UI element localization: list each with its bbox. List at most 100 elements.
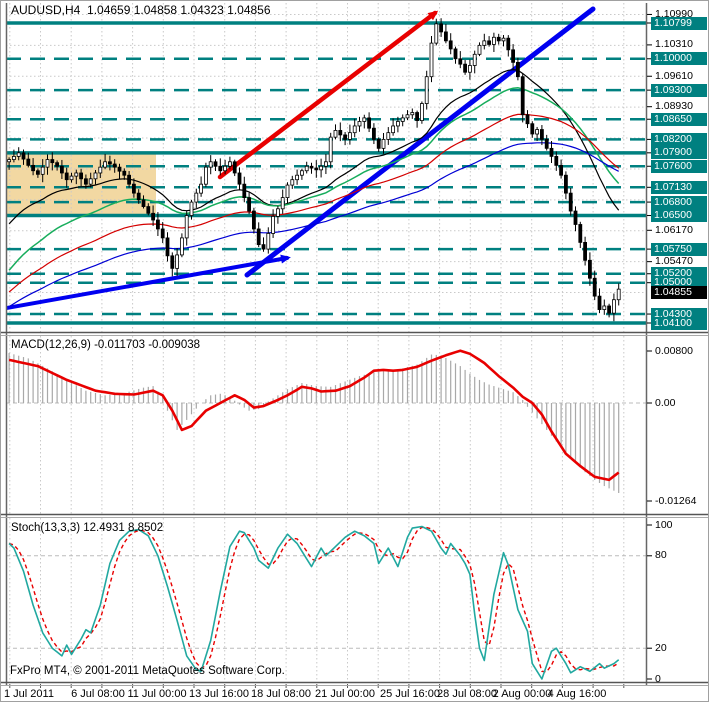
bull-candle-body	[93, 172, 98, 180]
stoch-k-line	[8, 525, 620, 680]
stoch-d-line	[8, 526, 620, 673]
bear-candle-body	[376, 138, 381, 149]
bull-candle-body	[184, 215, 189, 239]
bear-candle-body	[122, 170, 127, 176]
bear-candle-body	[141, 199, 146, 207]
bear-candle-body	[343, 134, 348, 140]
bull-candle-body	[381, 138, 386, 149]
bull-candle-body	[352, 125, 357, 134]
bull-candle-body	[271, 216, 276, 234]
bull-candle-body	[419, 103, 424, 121]
bear-candle-body	[549, 147, 554, 157]
bear-candle-body	[309, 165, 314, 169]
bull-candle-body	[501, 37, 506, 42]
stoch-panel-surface[interactable]	[6, 518, 646, 682]
bear-candle-body	[112, 163, 117, 168]
bull-candle-body	[482, 40, 487, 46]
shallow-blue-uptrend-trendline	[6, 256, 289, 311]
bear-candle-body	[487, 40, 492, 45]
macd-panel-surface[interactable]	[6, 336, 646, 514]
bear-candle-body	[568, 192, 573, 212]
bull-candle-body	[74, 172, 79, 177]
bull-candle-body	[535, 129, 539, 135]
bear-candle-body	[415, 112, 420, 121]
bull-candle-body	[290, 179, 295, 186]
bear-candle-body	[458, 58, 463, 65]
bear-candle-body	[232, 161, 237, 174]
bear-candle-body	[525, 114, 530, 125]
shallow-blue-uptrend-arrowhead	[280, 254, 291, 264]
bear-candle-body	[26, 158, 31, 166]
bear-candle-body	[371, 127, 376, 140]
bull-candle-body	[7, 159, 11, 163]
bull-candle-body	[323, 161, 328, 167]
bull-candle-body	[194, 192, 199, 203]
bull-candle-body	[208, 161, 213, 168]
bull-candle-body	[175, 254, 180, 269]
bull-candle-body	[386, 132, 391, 140]
bull-candle-body	[304, 165, 309, 172]
bear-candle-body	[453, 48, 458, 60]
bull-candle-body	[602, 305, 607, 310]
bear-candle-body	[443, 31, 448, 42]
bear-candle-body	[60, 165, 64, 174]
bear-candle-body	[218, 165, 223, 172]
bear-candle-body	[588, 259, 592, 279]
bear-candle-body	[237, 172, 242, 185]
bear-candle-body	[155, 219, 160, 230]
bull-candle-body	[477, 44, 482, 55]
bear-candle-body	[597, 295, 602, 310]
steep-red-uptrend-arrowhead	[427, 10, 439, 21]
ma-red-line	[8, 113, 620, 293]
bull-candle-body	[391, 125, 396, 134]
bear-candle-body	[117, 166, 122, 172]
ma-green-line	[8, 86, 620, 271]
bull-candle-body	[410, 112, 415, 116]
bear-candle-body	[564, 174, 568, 194]
bear-candle-body	[79, 172, 83, 180]
bear-candle-body	[31, 164, 36, 172]
bear-candle-body	[607, 305, 611, 314]
bull-candle-body	[491, 36, 496, 45]
bear-candle-body	[50, 159, 55, 164]
bull-candle-body	[319, 165, 324, 171]
bear-candle-body	[247, 197, 252, 212]
bull-candle-body	[467, 65, 472, 73]
bear-candle-body	[64, 172, 69, 181]
bull-candle-body	[362, 117, 367, 122]
bull-candle-body	[189, 201, 194, 216]
bear-candle-body	[511, 49, 516, 63]
bull-candle-body	[333, 130, 338, 138]
bull-candle-body	[45, 159, 50, 168]
ma-blue-line	[8, 142, 619, 308]
bull-candle-body	[227, 161, 232, 167]
bull-candle-body	[11, 156, 16, 160]
bull-candle-body	[285, 184, 290, 199]
bear-candle-body	[170, 255, 175, 269]
bull-candle-body	[347, 132, 352, 140]
macd-signal-line	[8, 349, 620, 482]
bull-candle-body	[429, 42, 434, 78]
bear-candle-body	[131, 183, 136, 194]
bear-candle-body	[213, 161, 218, 167]
steep-blue-uptrend-trendline	[244, 6, 596, 278]
bull-candle-body	[295, 174, 300, 181]
bull-candle-body	[275, 208, 280, 217]
bull-candle-body	[424, 76, 429, 104]
bull-candle-body	[280, 197, 285, 210]
bull-candle-body	[616, 288, 621, 301]
bear-candle-body	[55, 162, 59, 167]
bear-candle-body	[540, 129, 544, 140]
bear-candle-body	[251, 210, 256, 230]
bull-candle-body	[88, 178, 93, 185]
bear-candle-body	[127, 174, 131, 185]
bear-candle-body	[554, 156, 559, 166]
bear-candle-body	[544, 138, 549, 149]
bull-candle-body	[472, 53, 477, 66]
bear-candle-body	[578, 224, 583, 243]
bear-candle-body	[496, 36, 501, 42]
bear-candle-body	[84, 178, 88, 185]
bear-candle-body	[506, 37, 511, 51]
